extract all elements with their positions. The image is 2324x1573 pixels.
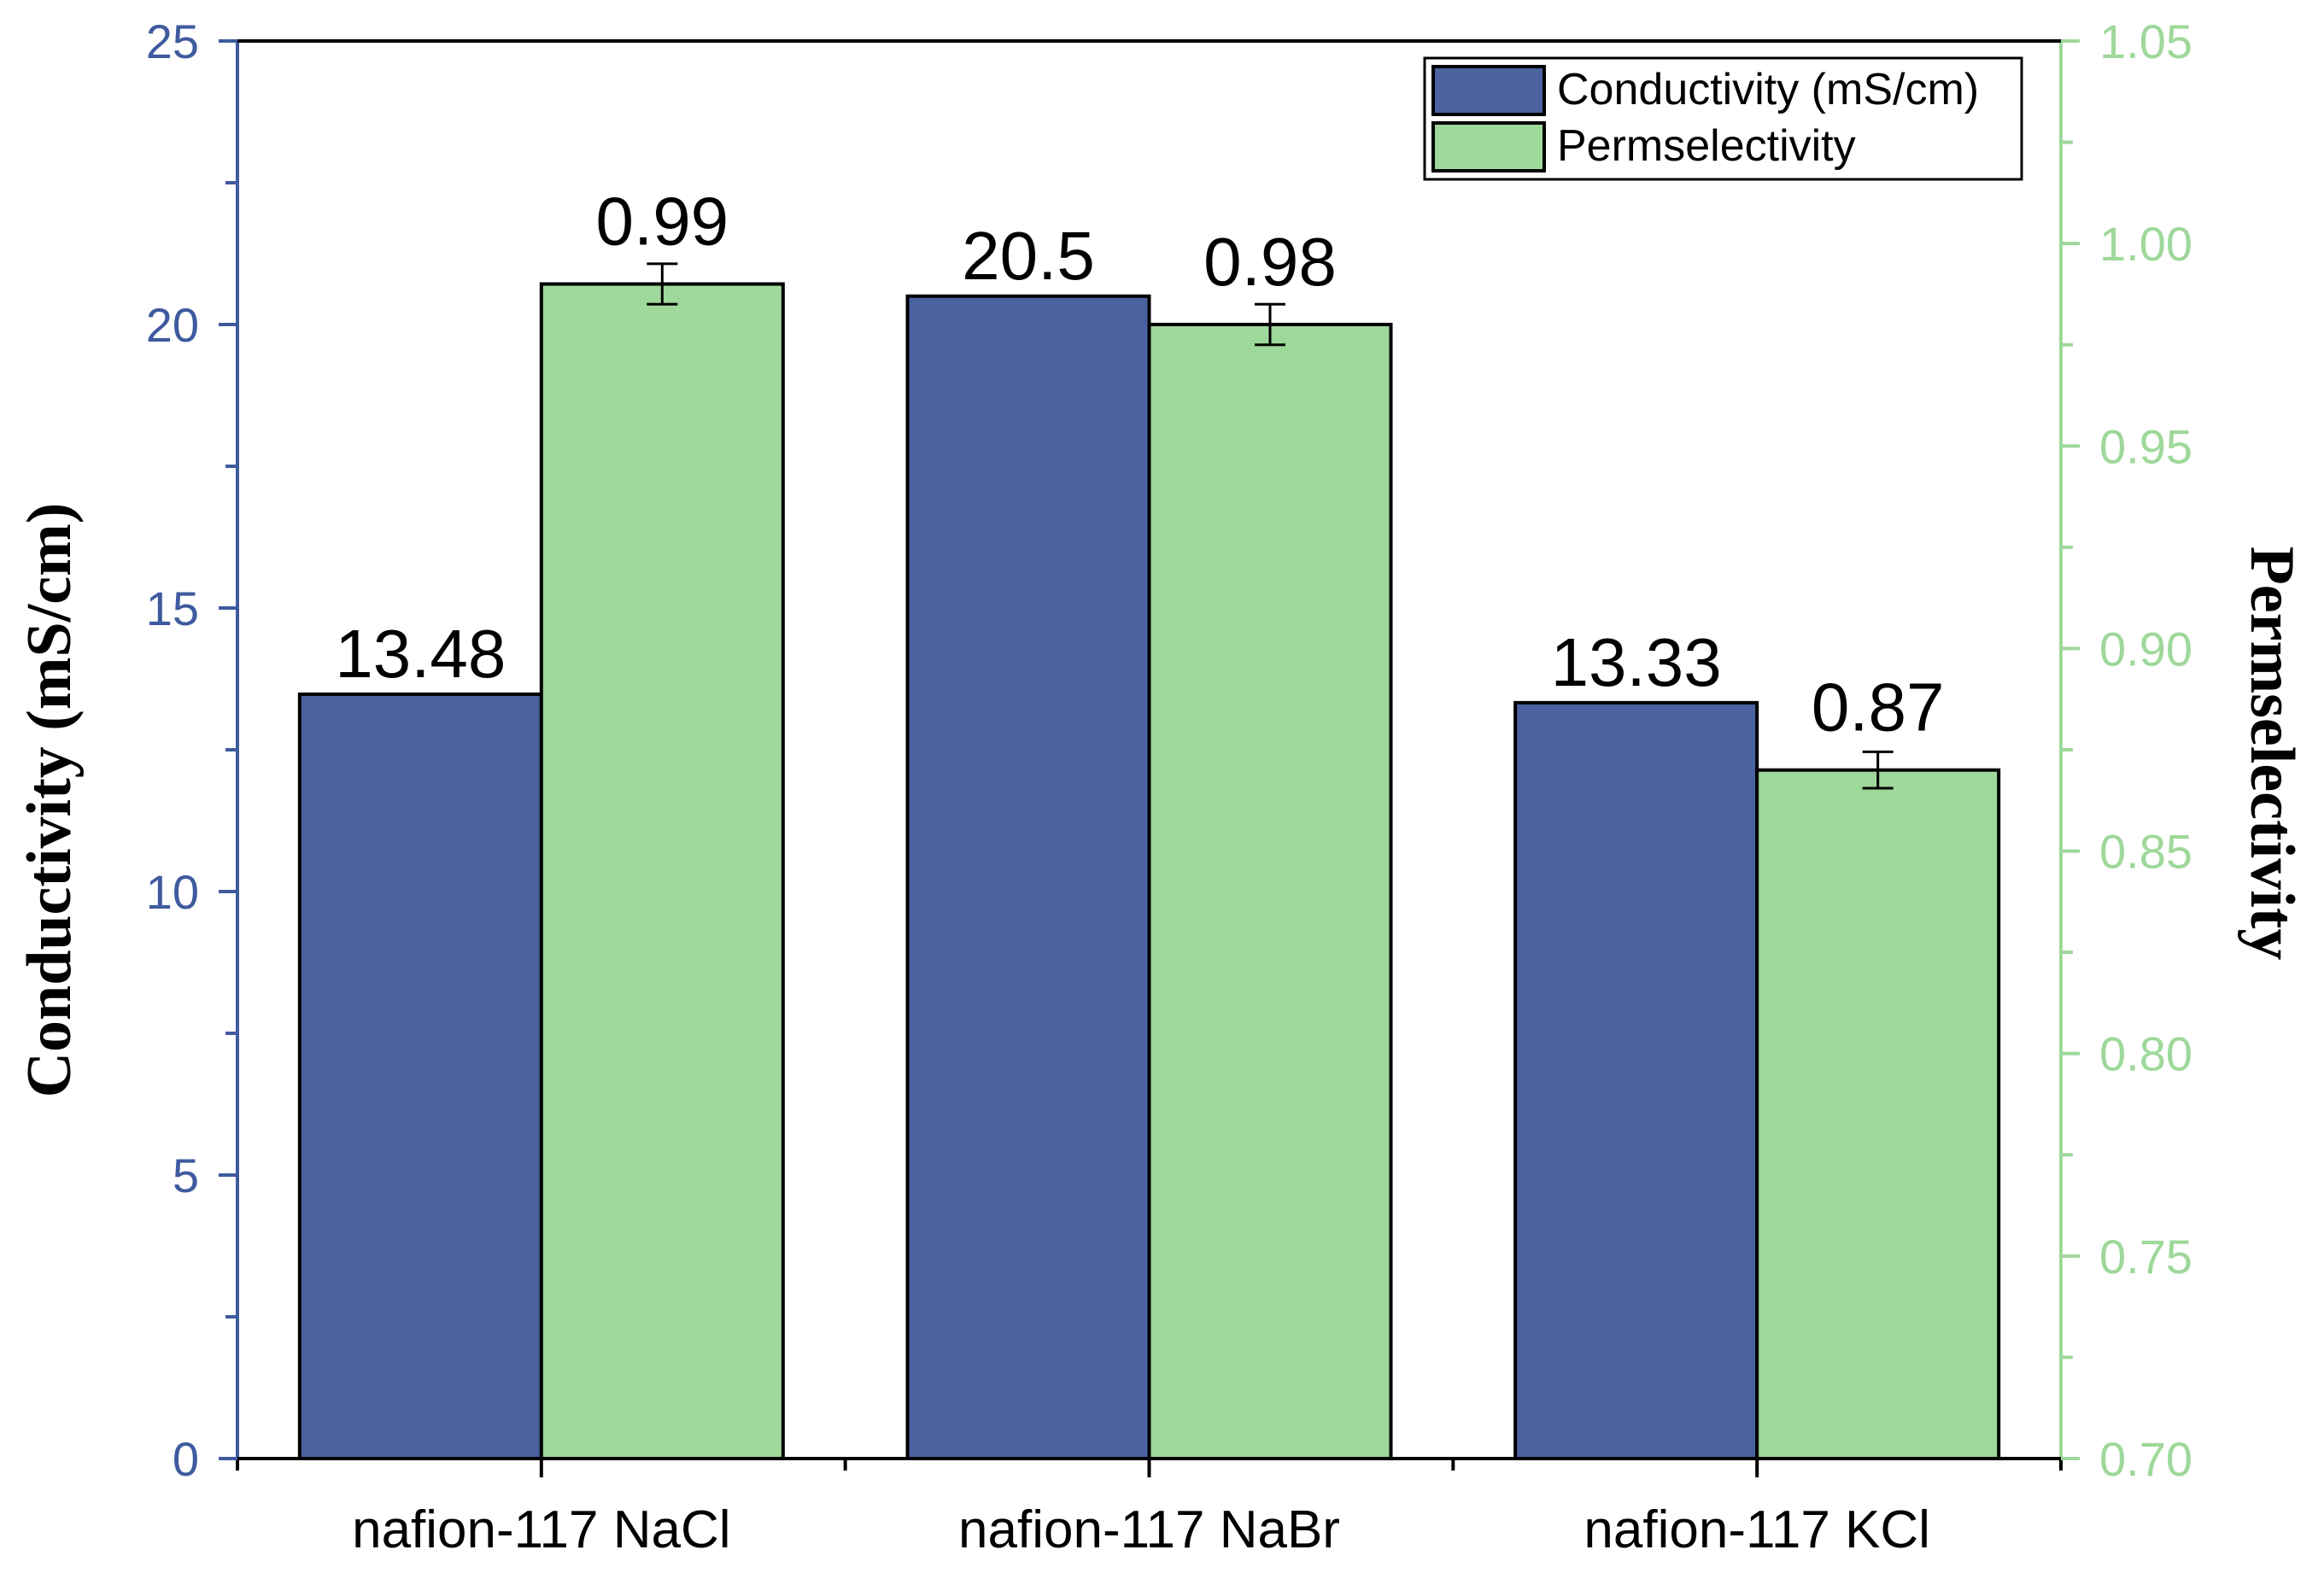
bar-permselectivity-2 <box>1755 768 2001 1460</box>
error-bar-permselectivity-2 <box>1862 750 1894 790</box>
y-left-tick-label-2: 10 <box>146 865 199 919</box>
data-label-conductivity-2: 13.33 <box>1551 624 1722 700</box>
data-labels-group: 13.48 0.99 20.5 0.98 13.33 0.87 <box>335 184 1944 746</box>
legend-label-1: Permselectivity <box>1557 121 1856 171</box>
error-bar-permselectivity-1 <box>1255 302 1285 347</box>
y-left-tick-label-4: 20 <box>146 298 199 352</box>
legend: Conductivity (mS/cm) Permselectivity <box>1423 56 2023 181</box>
error-bar-permselectivity-0 <box>647 262 678 306</box>
axes-group: nafion-117 NaCl nafion-117 NaBr nafion-117… <box>146 15 2192 1559</box>
legend-label-0: Conductivity (mS/cm) <box>1557 65 1979 114</box>
y-axis-right-title: Permselectivity <box>2237 547 2307 961</box>
x-tick-label-2: nafion-117 KCl <box>1583 1500 1930 1559</box>
bar-permselectivity-1 <box>1147 323 1393 1460</box>
y-right-tick-label-0: 0.70 <box>2099 1432 2192 1486</box>
data-label-permselectivity-0: 0.99 <box>595 184 729 260</box>
data-label-permselectivity-2: 0.87 <box>1812 670 1945 746</box>
data-label-permselectivity-1: 0.98 <box>1203 224 1337 300</box>
y-left-tick-label-0: 0 <box>173 1432 199 1486</box>
y-right-tick-label-4: 0.90 <box>2099 622 2192 675</box>
data-label-conductivity-0: 13.48 <box>335 616 506 692</box>
bar-conductivity-1 <box>905 294 1151 1460</box>
y-right-tick-label-6: 1.00 <box>2099 217 2192 271</box>
legend-swatch-0 <box>1431 65 1546 116</box>
x-tick-label-1: nafion-117 NaBr <box>958 1500 1340 1559</box>
error-bars-group <box>647 262 1894 790</box>
y-right-tick-label-1: 0.75 <box>2099 1230 2192 1284</box>
legend-swatch-1 <box>1431 121 1546 173</box>
y-left-tick-label-1: 5 <box>173 1149 199 1202</box>
y-right-tick-label-5: 0.95 <box>2099 419 2192 473</box>
bar-conductivity-0 <box>297 692 543 1460</box>
y-axis-left-title: Conductivity (mS/cm) <box>15 503 85 1098</box>
bar-conductivity-2 <box>1513 700 1759 1460</box>
y-left-tick-label-5: 25 <box>146 15 199 68</box>
y-right-tick-label-3: 0.85 <box>2099 825 2192 879</box>
y-left-tick-label-3: 15 <box>146 582 199 635</box>
bar-permselectivity-0 <box>539 282 785 1461</box>
x-tick-label-0: nafion-117 NaCl <box>352 1500 730 1559</box>
bars-group <box>297 282 2001 1461</box>
y-right-tick-label-7: 1.05 <box>2099 15 2192 68</box>
data-label-conductivity-1: 20.5 <box>962 218 1095 294</box>
y-right-tick-label-2: 0.80 <box>2099 1027 2192 1081</box>
